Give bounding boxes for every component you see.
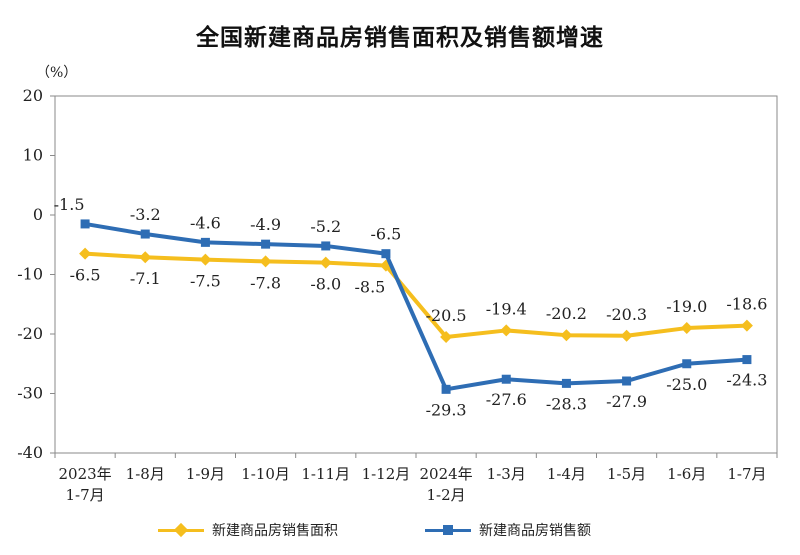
data-point-amount bbox=[80, 219, 90, 229]
data-label: -20.3 bbox=[606, 305, 647, 324]
data-point-area bbox=[440, 330, 453, 343]
y-tick-label: 20 bbox=[23, 86, 43, 105]
chart-title: 全国新建商品房销售面积及销售额增速 bbox=[196, 25, 604, 51]
y-tick-label: 10 bbox=[23, 146, 43, 165]
data-label: -3.2 bbox=[130, 205, 161, 224]
data-point-area bbox=[139, 251, 152, 264]
x-tick-label: 1-7月 bbox=[727, 465, 766, 483]
data-label: -6.5 bbox=[370, 225, 401, 244]
data-point-amount bbox=[140, 229, 150, 239]
data-point-area bbox=[319, 256, 332, 269]
data-label: -28.3 bbox=[546, 394, 587, 413]
data-point-amount bbox=[261, 239, 271, 249]
data-point-amount bbox=[381, 249, 391, 259]
data-point-area bbox=[620, 329, 633, 342]
data-point-area bbox=[680, 322, 693, 335]
x-tick-label: 1-9月 bbox=[186, 465, 225, 483]
data-label: -5.2 bbox=[310, 217, 341, 236]
x-tick-label: 1-4月 bbox=[547, 465, 586, 483]
legend: 新建商品房销售面积 新建商品房销售额 bbox=[0, 520, 800, 548]
data-point-amount bbox=[321, 241, 331, 251]
data-label: -18.6 bbox=[726, 295, 767, 314]
line-chart: 20 10 0 -10 -20 -30 -40 2023年 1-7月 1-8月 1-9月 1-10月 1… bbox=[17, 86, 778, 504]
x-tick-label: 1-5月 bbox=[607, 465, 646, 483]
data-point-area bbox=[79, 247, 92, 260]
data-point-area bbox=[560, 329, 573, 342]
data-label: -4.6 bbox=[190, 213, 221, 232]
series-line-1 bbox=[84, 221, 748, 392]
y-tick-label: -20 bbox=[17, 324, 43, 343]
data-label: -7.8 bbox=[250, 273, 281, 292]
y-tick-label: -40 bbox=[17, 443, 43, 462]
data-label: -4.9 bbox=[250, 215, 281, 234]
data-label: -27.9 bbox=[606, 392, 647, 411]
legend-item-area: 新建商品房销售面积 bbox=[158, 520, 338, 540]
legend-label-amount: 新建商品房销售额 bbox=[479, 523, 591, 539]
x-tick-label: 1-12月 bbox=[362, 465, 411, 483]
data-label: -20.5 bbox=[426, 306, 467, 325]
y-tick-label: -30 bbox=[17, 384, 43, 403]
data-label: -29.3 bbox=[426, 400, 467, 419]
x-tick-label: 1-6月 bbox=[667, 465, 706, 483]
legend-swatch-amount bbox=[425, 524, 471, 535]
data-label: -19.0 bbox=[666, 297, 707, 316]
x-tick-label: 2024年 bbox=[419, 465, 472, 483]
legend-item-amount: 新建商品房销售额 bbox=[425, 520, 591, 540]
y-tick-label: 0 bbox=[33, 205, 43, 224]
legend-label-area: 新建商品房销售面积 bbox=[212, 523, 338, 539]
plot-frame bbox=[54, 95, 778, 454]
y-unit-label: （%） bbox=[36, 65, 78, 81]
x-tick-label: 1-8月 bbox=[126, 465, 165, 483]
data-label: -20.2 bbox=[546, 304, 587, 323]
x-tick-label: 1-7月 bbox=[66, 486, 105, 504]
x-tick-label: 2023年 bbox=[58, 465, 111, 483]
legend-swatch-area bbox=[158, 522, 204, 537]
data-label: -7.1 bbox=[130, 269, 161, 288]
series-line-0 bbox=[84, 251, 747, 339]
data-label: -25.0 bbox=[666, 375, 707, 394]
y-tick-label: -10 bbox=[17, 265, 43, 284]
data-label: -7.5 bbox=[190, 272, 221, 291]
data-point-amount bbox=[561, 378, 571, 388]
data-label: -8.0 bbox=[310, 275, 341, 294]
data-point-area bbox=[199, 253, 212, 266]
data-point-amount bbox=[501, 374, 511, 384]
x-tick-label: 1-10月 bbox=[241, 465, 290, 483]
data-point-area bbox=[259, 255, 272, 268]
data-label: -27.6 bbox=[486, 390, 527, 409]
data-point-amount bbox=[682, 359, 692, 369]
x-tick-label: 1-3月 bbox=[487, 465, 526, 483]
data-label: -24.3 bbox=[726, 371, 767, 390]
data-point-amount bbox=[441, 384, 451, 394]
x-tick-label: 1-11月 bbox=[301, 465, 350, 483]
data-label: -8.5 bbox=[354, 278, 385, 297]
data-point-amount bbox=[742, 355, 752, 365]
data-label: -6.5 bbox=[70, 266, 101, 285]
data-point-amount bbox=[200, 237, 210, 247]
x-tick-label: 1-2月 bbox=[427, 486, 466, 504]
data-label: -19.4 bbox=[486, 299, 527, 318]
data-point-area bbox=[740, 319, 753, 332]
data-label: -1.5 bbox=[54, 195, 85, 214]
data-point-amount bbox=[622, 376, 632, 386]
data-point-area bbox=[500, 324, 513, 337]
